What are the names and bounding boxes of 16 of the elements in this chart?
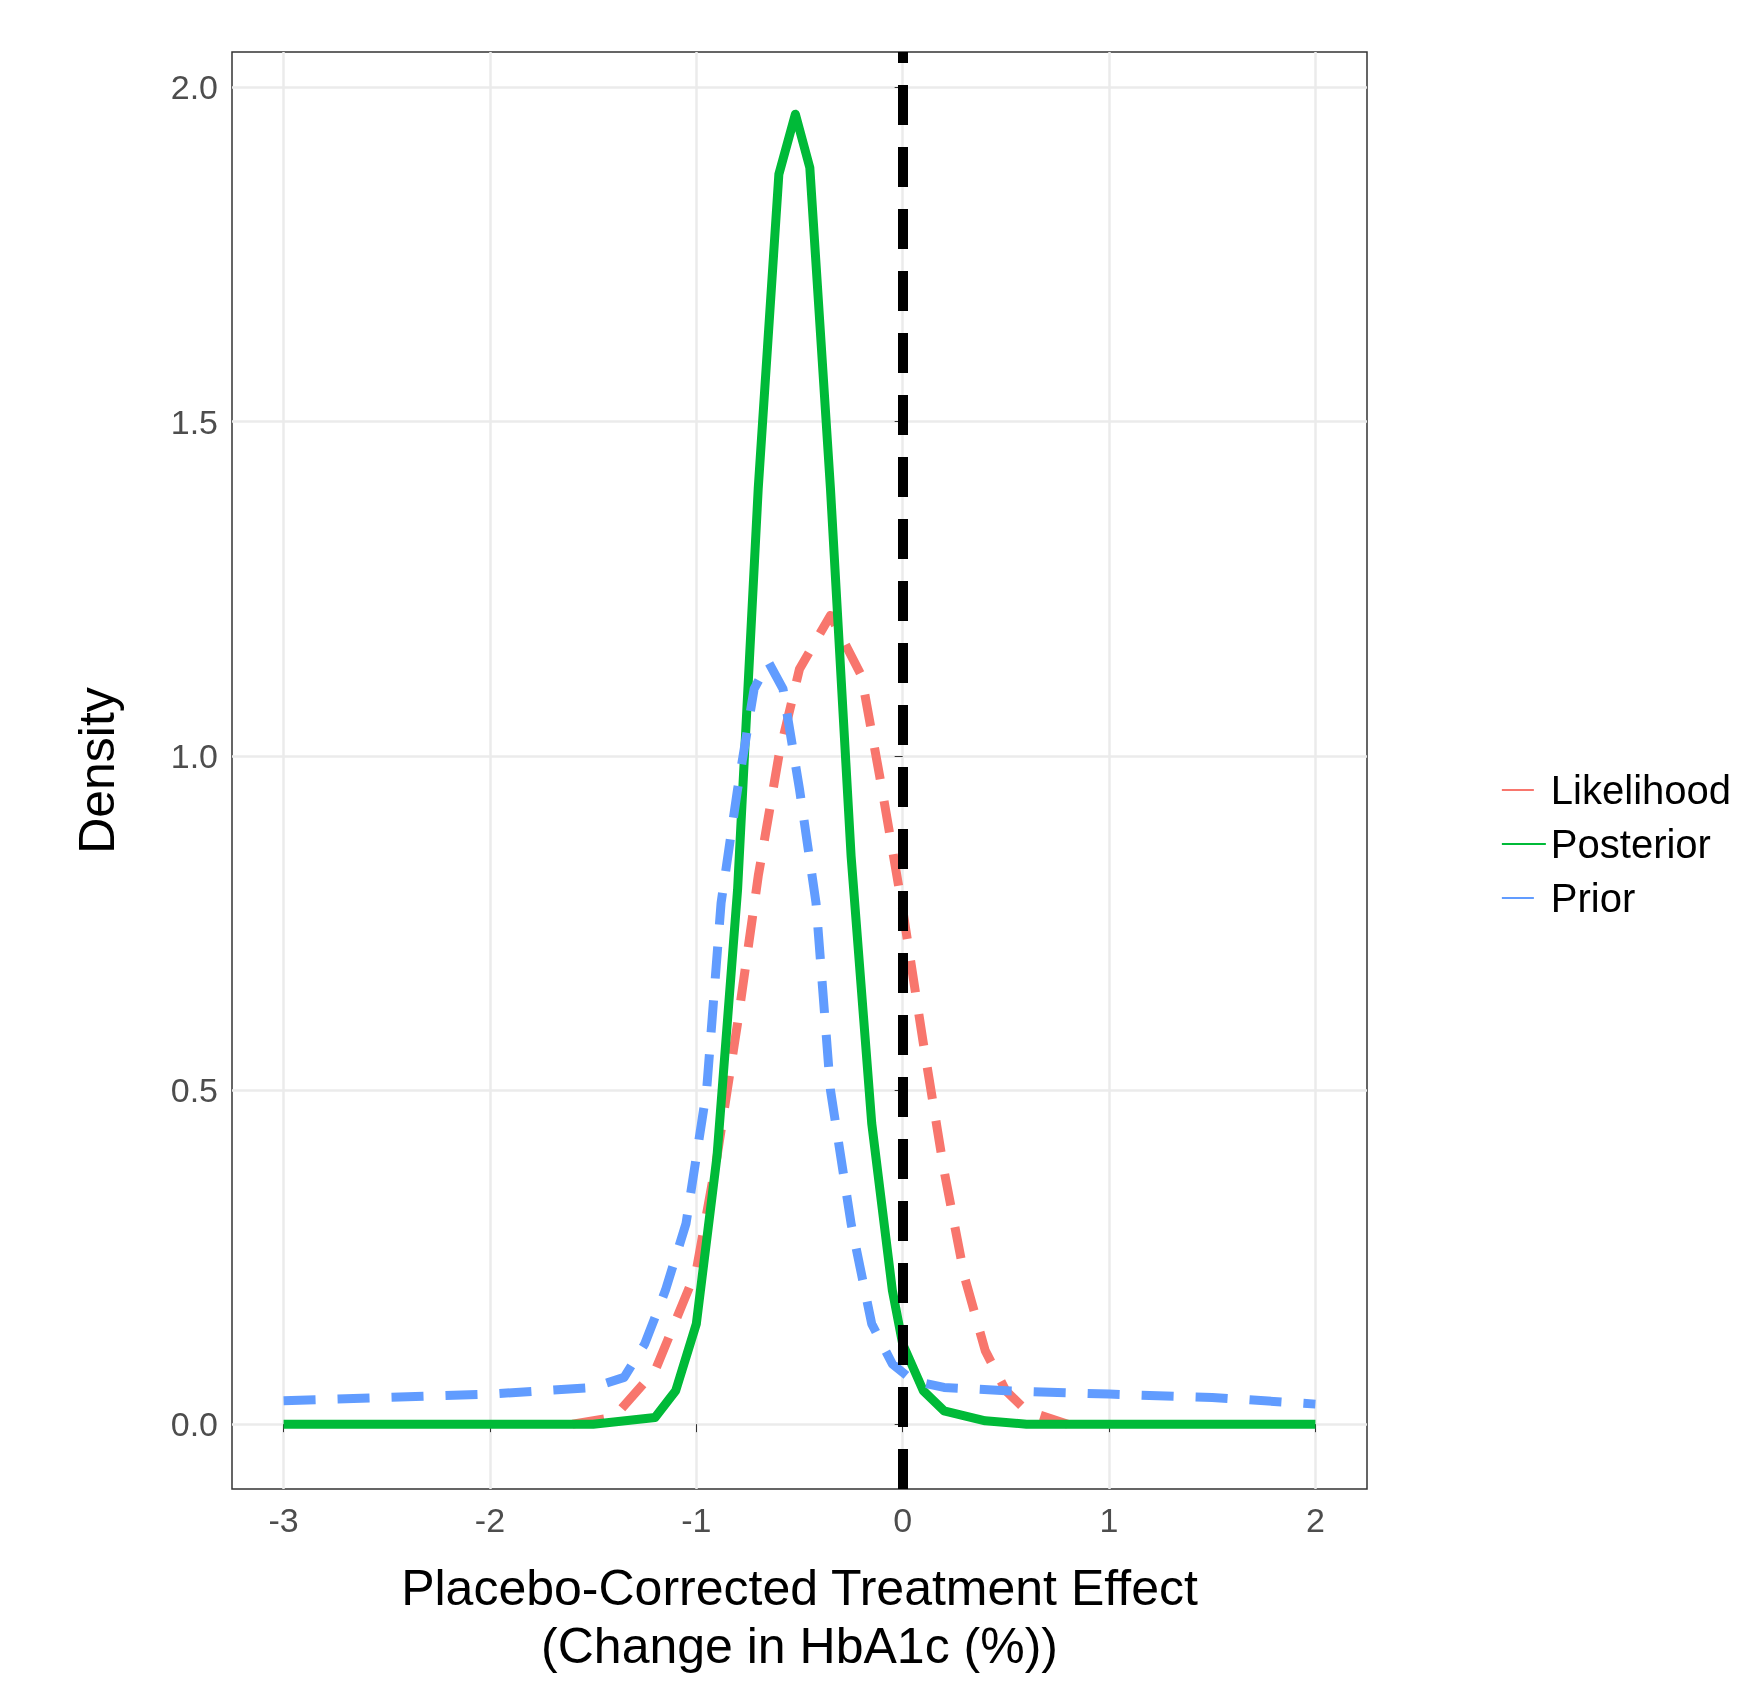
- legend-label: Prior: [1550, 876, 1636, 920]
- y-tick-label: 0.0: [170, 1405, 218, 1444]
- legend-label: Likelihood: [1550, 768, 1731, 812]
- y-axis-title: Density: [69, 687, 125, 854]
- x-tick-label: 2: [1305, 1501, 1325, 1539]
- x-tick-label: -1: [681, 1501, 712, 1539]
- x-axis-title: Placebo-Corrected Treatment Effect (Change in HbA1c (%)): [401, 1560, 1198, 1674]
- y-tick-label: 1.0: [170, 736, 218, 775]
- x-tick-label: 0: [893, 1501, 913, 1539]
- y-tick-label: 1.5: [170, 402, 218, 441]
- x-tick-label: -3: [268, 1501, 299, 1539]
- x-tick-label: 1: [1099, 1501, 1119, 1539]
- legend-label: Posterior: [1550, 822, 1711, 866]
- x-tick-label: -2: [474, 1501, 506, 1539]
- y-tick-label: 0.5: [170, 1070, 218, 1109]
- y-tick-label: 2.0: [170, 68, 218, 107]
